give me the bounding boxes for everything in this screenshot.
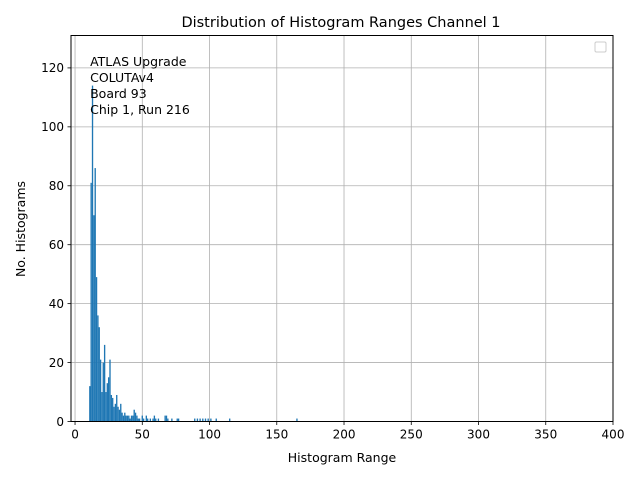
histogram-bar: [196, 418, 199, 422]
y-tick-label: 20: [49, 356, 64, 370]
histogram-bar: [93, 215, 95, 422]
histogram-bar: [133, 409, 135, 422]
histogram-bar: [194, 418, 196, 422]
histogram-bar: [122, 415, 125, 422]
x-axis-ticks: 0 50 100 150 200 250 300 350 400: [71, 421, 625, 442]
histogram-bar: [167, 418, 169, 422]
histogram-bar: [121, 412, 123, 422]
histogram-bar: [210, 418, 212, 422]
chart-title: Distribution of Histogram Ranges Channel…: [181, 15, 500, 31]
x-tick-label: 0: [71, 428, 79, 442]
y-axis-label: No. Histograms: [13, 181, 28, 277]
histogram-bar: [101, 392, 103, 422]
plot-frame: [70, 35, 614, 422]
x-tick-label: 350: [534, 428, 557, 442]
annotation-line: Board 93: [90, 86, 147, 101]
bars: [89, 85, 298, 422]
histogram-bar: [102, 362, 104, 422]
histogram-bar: [141, 415, 143, 422]
histogram-bar: [149, 418, 152, 422]
histogram-bar: [176, 418, 178, 422]
histogram-bar: [134, 412, 137, 422]
x-tick-label: 50: [135, 428, 150, 442]
histogram-bar: [204, 418, 207, 422]
y-tick-label: 0: [56, 415, 64, 429]
legend-box: [594, 41, 607, 53]
histogram-bar: [132, 415, 134, 422]
x-tick-label: 400: [602, 428, 625, 442]
histogram-bar: [89, 386, 91, 422]
histogram-bar: [99, 359, 102, 422]
histogram-bar: [145, 415, 147, 422]
y-tick-label: 80: [49, 179, 64, 193]
histogram-bar: [120, 403, 122, 422]
histogram-bar: [107, 377, 110, 422]
histogram-bar: [165, 415, 168, 422]
annotation-line: COLUTAv4: [90, 70, 154, 85]
histogram-bar: [106, 383, 108, 422]
x-axis-label: Histogram Range: [288, 450, 397, 465]
histogram-bar: [117, 406, 119, 422]
histogram-bar: [98, 327, 100, 422]
histogram-bar: [125, 415, 127, 422]
x-tick-label: 200: [333, 428, 356, 442]
histogram-bar: [110, 394, 113, 422]
histogram-bar: [171, 418, 173, 422]
histogram-bar: [118, 409, 121, 422]
histogram-bar: [129, 418, 131, 422]
y-axis-ticks: 0 20 40 60 80 100 120: [41, 61, 71, 429]
histogram-bar: [164, 415, 166, 422]
histogram-bar: [138, 418, 141, 422]
histogram-bar: [116, 394, 118, 422]
histogram-bar: [130, 415, 133, 422]
histogram-bar: [97, 315, 99, 422]
grid-lines: [71, 35, 614, 422]
histogram-bar: [95, 277, 98, 422]
histogram-bar: [113, 406, 115, 422]
histogram-bar: [202, 418, 204, 422]
annotation-line: Chip 1, Run 216: [90, 102, 190, 117]
y-tick-label: 60: [49, 238, 64, 252]
y-tick-label: 100: [41, 120, 64, 134]
histogram-bar: [136, 415, 138, 422]
histogram-bar: [146, 418, 149, 422]
y-tick-label: 120: [41, 61, 64, 75]
histogram-bar: [142, 418, 145, 422]
histogram-bar: [103, 344, 106, 422]
histogram-bar: [112, 397, 114, 422]
histogram-bar: [137, 418, 139, 422]
histogram-bar: [126, 415, 129, 422]
histogram-bar: [153, 415, 156, 422]
histogram-bar: [155, 418, 157, 422]
histogram-bar: [152, 418, 154, 422]
x-tick-label: 250: [400, 428, 423, 442]
histogram-bar: [124, 412, 126, 422]
histogram-bar: [128, 415, 130, 422]
histogram-bar: [229, 418, 231, 422]
histogram-bar: [177, 418, 180, 422]
x-tick-label: 100: [198, 428, 221, 442]
x-tick-label: 300: [467, 428, 490, 442]
histogram-bar: [105, 392, 107, 422]
histogram-bar: [109, 359, 111, 422]
histogram-bar: [91, 85, 94, 422]
annotation-line: ATLAS Upgrade: [90, 54, 187, 69]
histogram-bar: [114, 403, 117, 422]
y-tick-label: 40: [49, 297, 64, 311]
histogram-bar: [199, 418, 201, 422]
histogram-bar: [157, 418, 160, 422]
histogram-bar: [215, 418, 217, 422]
histogram-bar: [90, 182, 92, 422]
x-tick-label: 150: [265, 428, 288, 442]
histogram-bar: [296, 418, 298, 422]
histogram-bar: [207, 418, 209, 422]
histogram-bar: [94, 168, 96, 422]
